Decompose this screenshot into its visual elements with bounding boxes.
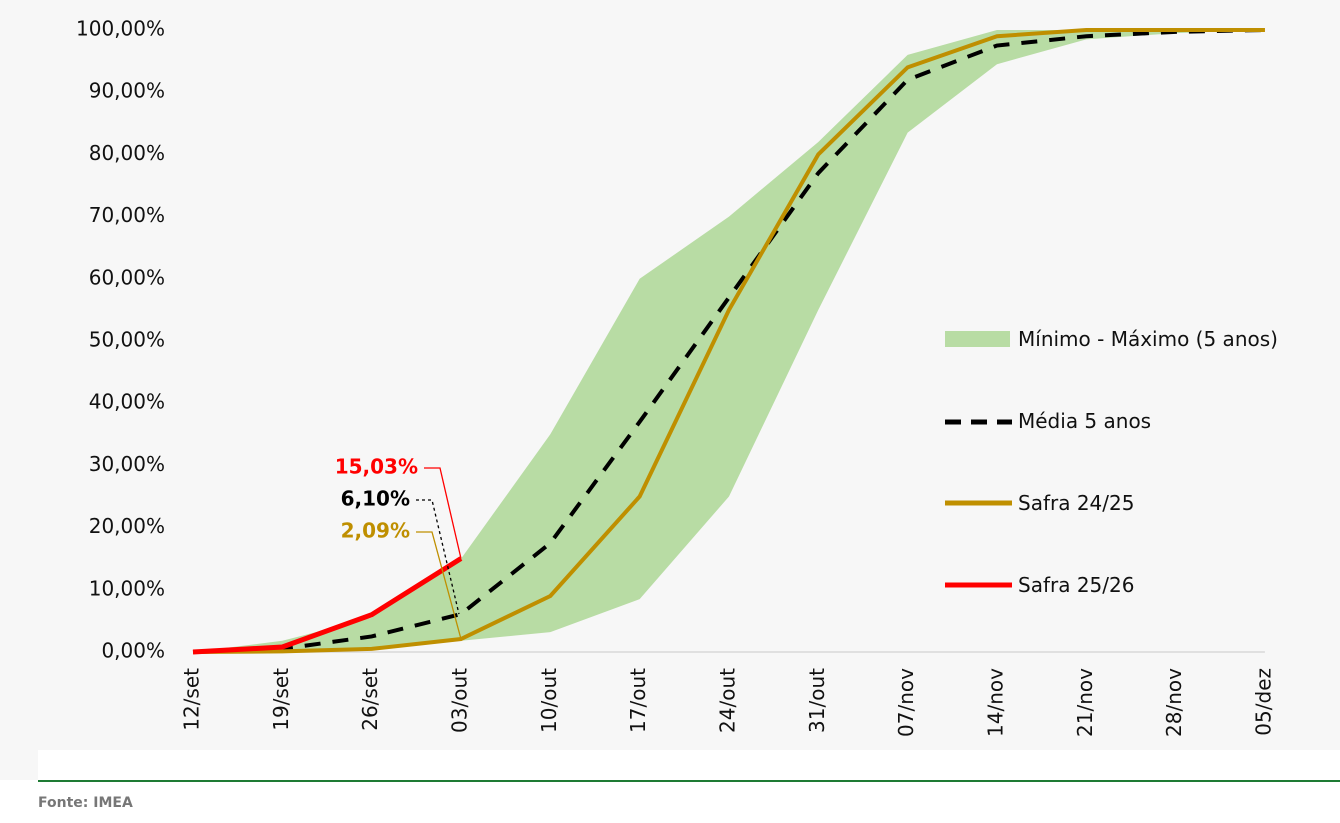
series-line [192,28,1265,654]
x-tick-label: 17/out [626,668,650,733]
chart-background [0,750,38,780]
y-tick-label: 0,00% [101,639,165,663]
y-tick-label: 100,00% [76,17,165,41]
series-line [192,28,1266,654]
leader-line [416,531,462,640]
x-tick-label: 21/nov [1073,668,1097,737]
y-tick-label: 60,00% [89,265,165,289]
source: Fonte: IMEA [38,795,133,811]
x-tick-label: 07/nov [894,668,918,737]
leader-line [424,467,462,559]
legend-label: Safra 24/25 [1018,491,1135,515]
x-tick-label: 12/set [180,668,204,731]
x-tick-label: 10/out [537,668,561,733]
y-tick-label: 40,00% [89,390,165,414]
y-tick-label: 50,00% [89,328,165,352]
y-tick-label: 80,00% [89,141,165,165]
x-tick-label: 31/out [805,668,829,733]
x-tick-label: 14/nov [983,668,1007,737]
x-tick-label: 28/nov [1162,668,1186,737]
y-tick-label: 30,00% [89,452,165,476]
x-tick-label: 05/dez [1251,668,1275,736]
y-tick-label: 10,00% [89,576,165,600]
x-tick-label: 24/out [715,668,739,733]
legend-label: Mínimo - Máximo (5 anos) [1018,327,1278,351]
y-tick-label: 20,00% [89,514,165,538]
legend-label: Média 5 anos [1018,409,1152,433]
data-label: 2,09% [341,519,410,543]
legend-swatch [945,331,1010,347]
y-tick-label: 90,00% [89,79,165,103]
legend-label: Safra 25/26 [1018,573,1135,597]
x-tick-label: 03/out [447,668,471,733]
x-tick-label: 26/set [358,668,382,731]
x-tick-label: 19/set [269,668,293,731]
data-label: 15,03% [335,455,418,479]
y-tick-label: 70,00% [89,203,165,227]
min-max-area [193,30,1265,652]
series-line [192,556,463,655]
data-label: 6,10% [341,487,410,511]
